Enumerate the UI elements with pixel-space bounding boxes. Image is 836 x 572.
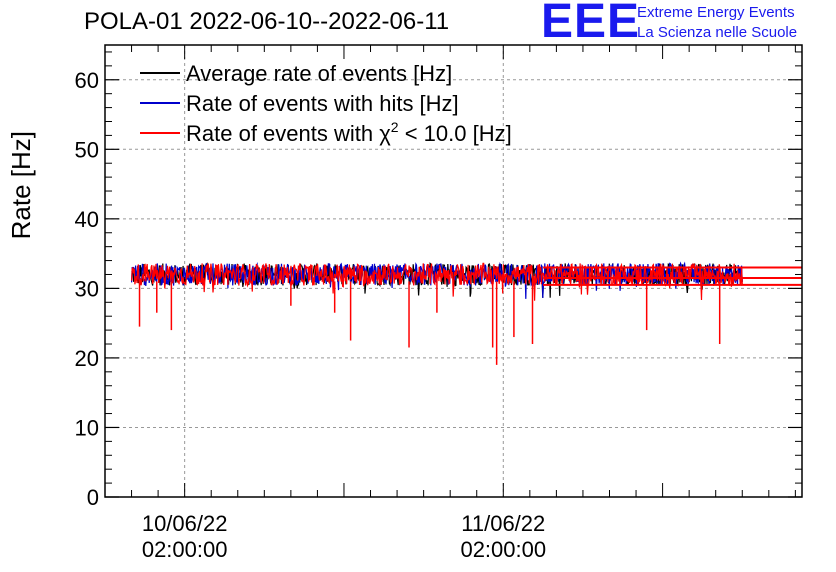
legend-label: Rate of events with χ2 < 10.0 [Hz] [186,119,512,146]
axes [104,44,803,498]
legend-label: Rate of events with hits [Hz] [186,91,459,116]
y-tick-label: 20 [75,346,99,371]
x-tick-label-time: 02:00:00 [460,537,546,562]
ticks: 010203040506010/06/2202:00:0011/06/2202:… [75,45,802,562]
chart-title: POLA-01 2022-06-10--2022-06-11 [84,8,450,35]
y-tick-label: 60 [75,68,99,93]
series-layer [131,261,802,365]
y-axis-label: Rate [Hz] [6,131,36,239]
legend: Average rate of events [Hz] Rate of event… [140,61,512,146]
plot-frame [104,44,803,498]
logo-subtitle-line2: La Scienza nelle Scuole [637,24,798,41]
y-tick-label: 50 [75,137,99,162]
x-tick-label-date: 11/06/22 [461,511,545,536]
x-tick-label-time: 02:00:00 [142,537,228,562]
y-tick-label: 30 [75,276,99,301]
x-tick-label-date: 10/06/22 [142,511,228,536]
eee-logo: EEE [541,0,641,48]
logo-subtitle-line1: Extreme Energy Events [637,4,795,21]
y-tick-label: 10 [75,415,99,440]
y-tick-label: 40 [75,207,99,232]
legend-label: Average rate of events [Hz] [186,61,452,86]
y-tick-label: 0 [87,485,99,510]
